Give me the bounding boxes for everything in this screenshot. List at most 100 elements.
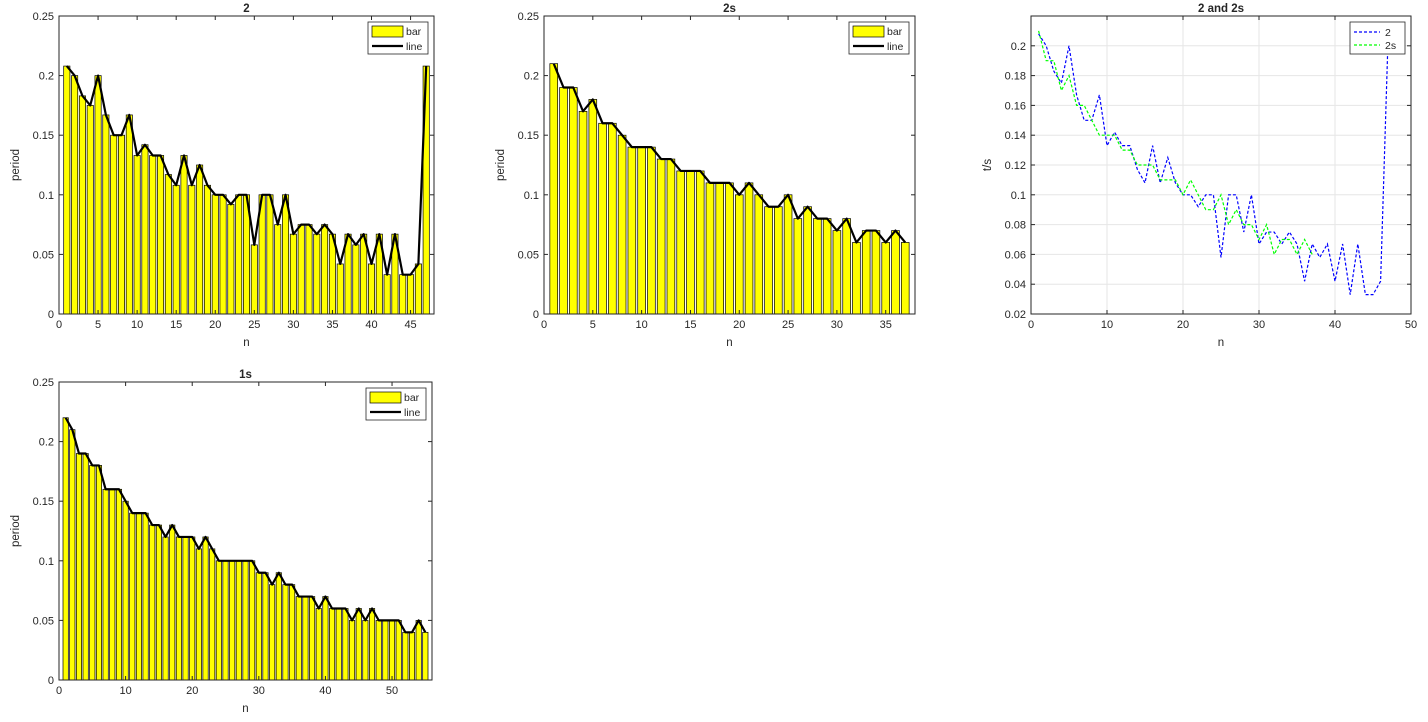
bar xyxy=(95,465,102,681)
bar xyxy=(180,155,188,315)
bar xyxy=(783,194,793,315)
bar xyxy=(695,170,705,315)
x-tick-label: 20 xyxy=(209,319,221,331)
bar xyxy=(269,584,276,681)
bar xyxy=(289,584,296,681)
y-tick-label: 0.25 xyxy=(33,11,54,23)
bar xyxy=(395,620,402,681)
y-tick-label: 0.08 xyxy=(1005,220,1026,232)
y-axis-label: period xyxy=(10,149,22,181)
bar xyxy=(219,194,227,315)
legend: bar line xyxy=(848,21,910,55)
axes-frame xyxy=(58,15,435,315)
y-tick-label: 0.25 xyxy=(33,377,54,389)
bar xyxy=(62,417,69,681)
bar xyxy=(637,146,646,315)
x-tick-label: 30 xyxy=(253,685,265,697)
bar xyxy=(349,620,356,681)
y-tick-label: 0.1 xyxy=(1011,190,1026,202)
x-tick-label: 40 xyxy=(365,319,377,331)
x-tick-label: 40 xyxy=(319,685,331,697)
bar xyxy=(676,170,685,315)
x-tick-label: 10 xyxy=(1101,319,1113,331)
bar xyxy=(375,620,382,681)
bar xyxy=(322,596,329,681)
x-tick-label: 25 xyxy=(782,319,794,331)
bar xyxy=(203,184,211,315)
bar xyxy=(86,105,94,315)
x-tick-label: 5 xyxy=(95,319,101,331)
legend-label-line: line xyxy=(406,41,423,53)
bar xyxy=(735,194,744,315)
bar xyxy=(175,536,182,681)
bar xyxy=(309,596,316,681)
x-tick-label: 10 xyxy=(119,685,131,697)
legend-box xyxy=(1349,21,1406,55)
bar xyxy=(389,620,396,681)
bar xyxy=(744,182,754,315)
bar xyxy=(71,75,79,315)
x-tick-label: 30 xyxy=(831,319,843,331)
series-line xyxy=(552,63,907,244)
y-tick-label: 0.1 xyxy=(524,190,539,202)
chart-title: 2s xyxy=(723,3,736,15)
y-tick-label: 0.15 xyxy=(518,130,539,142)
legend-label-line: line xyxy=(887,41,904,53)
chart-2: 0 10 20 30 40 50 0.02 0.04 0.06 0.08 0.1 0.12 0.14 0.… xyxy=(982,3,1417,349)
bar xyxy=(559,87,568,315)
y-axis-label: t/s xyxy=(982,159,994,171)
bar xyxy=(368,263,375,315)
legend-label-bar: bar xyxy=(406,26,422,38)
bar xyxy=(89,465,96,681)
bar xyxy=(414,263,422,315)
y-tick-label: 0.1 xyxy=(39,190,54,202)
bar xyxy=(656,158,666,315)
x-axis-label: n xyxy=(242,703,248,715)
bar xyxy=(793,218,803,315)
bar xyxy=(125,114,133,315)
y-tick-label: 0.2 xyxy=(1011,41,1026,53)
bar xyxy=(141,144,149,315)
bar xyxy=(215,560,222,681)
x-tick-label: 0 xyxy=(541,319,547,331)
bar xyxy=(342,608,349,681)
bar xyxy=(229,560,236,681)
bar xyxy=(115,488,122,681)
y-tick-label: 0.2 xyxy=(39,71,54,83)
bar xyxy=(336,263,344,315)
bar xyxy=(832,230,842,315)
legend-label-bar: bar xyxy=(404,392,420,404)
bar xyxy=(282,584,289,681)
y-axis-label: period xyxy=(495,149,507,181)
x-tick-label: 20 xyxy=(186,685,198,697)
y-tick-label: 0.15 xyxy=(33,496,54,508)
bar xyxy=(164,174,172,315)
x-tick-label: 15 xyxy=(684,319,696,331)
bar xyxy=(598,122,607,315)
bar xyxy=(362,620,369,681)
x-tick-label: 35 xyxy=(880,319,892,331)
bar xyxy=(172,184,180,315)
bar xyxy=(725,182,734,315)
bar xyxy=(822,218,832,315)
bar xyxy=(608,122,617,315)
bar xyxy=(227,203,235,315)
legend-label-line: line xyxy=(404,407,421,419)
bar xyxy=(110,134,118,315)
bar xyxy=(155,524,162,681)
y-tick-label: 0.04 xyxy=(1005,279,1026,291)
legend-swatch-bar xyxy=(371,25,404,38)
bar xyxy=(588,99,598,315)
bar xyxy=(249,560,256,681)
y-tick-label: 0.02 xyxy=(1005,309,1026,321)
y-tick-label: 0.15 xyxy=(33,130,54,142)
bar xyxy=(63,65,71,315)
bar xyxy=(569,87,578,315)
bar xyxy=(402,631,409,681)
x-axis-label: n xyxy=(1218,337,1224,349)
bar xyxy=(211,194,219,315)
bar xyxy=(715,182,724,315)
bar xyxy=(222,560,229,681)
x-tick-label: 50 xyxy=(386,685,398,697)
